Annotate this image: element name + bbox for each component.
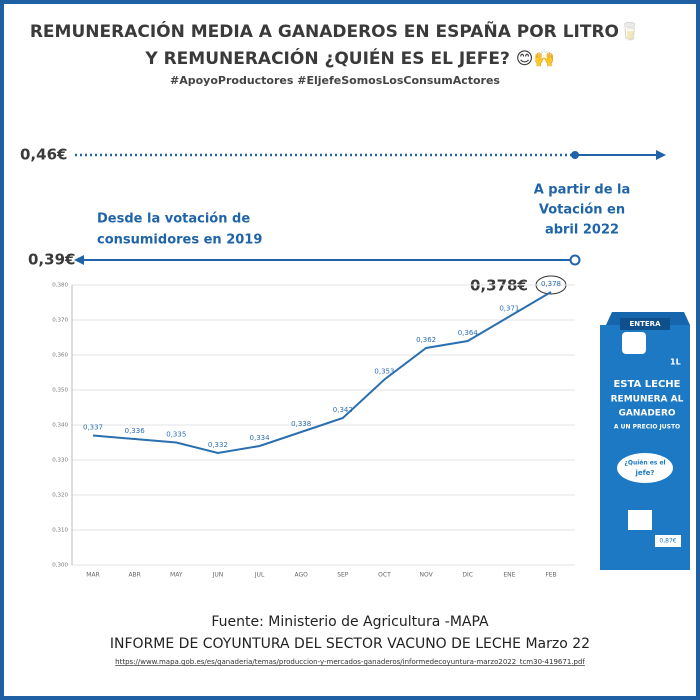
y-tick-label: 0,340	[52, 423, 68, 429]
carton-cap	[622, 332, 646, 354]
title: Y REMUNERACIÓN ¿QUIÉN ES EL JEFE? 😊🙌	[144, 47, 554, 69]
value-label: 0,371	[499, 305, 519, 313]
arrow-head	[656, 150, 666, 160]
annotation: Votación en	[539, 203, 625, 218]
x-tick-label: JUL	[254, 572, 265, 579]
value-label: 0,364	[458, 329, 479, 337]
carton-text: ENTERA	[629, 320, 661, 328]
url[interactable]: https://www.mapa.gob.es/es/ganaderia/tem…	[115, 658, 585, 666]
carton-text: jefe?	[634, 469, 654, 477]
carton-text: ¿Quién es el	[624, 460, 665, 467]
annotation: Desde la votación de	[97, 212, 250, 227]
value-label: 0,336	[125, 427, 146, 435]
value-label: 0,378	[541, 280, 561, 288]
x-tick-label: DIC	[462, 572, 473, 579]
x-tick-label: AGO	[294, 572, 308, 579]
value-label: 0,335	[166, 431, 186, 439]
value-label: 0,332	[208, 441, 228, 449]
label-box	[628, 510, 652, 530]
x-tick-label: MAR	[86, 572, 99, 579]
value-label: 0,338	[291, 420, 311, 428]
x-tick-label: FEB	[545, 572, 556, 579]
y-tick-label: 0,300	[52, 563, 68, 569]
carton-text: GANADERO	[618, 409, 675, 419]
arrow-head	[74, 255, 84, 265]
x-tick-label: SEP	[337, 572, 349, 579]
x-tick-label: ABR	[128, 572, 140, 579]
x-tick-label: ENE	[503, 572, 515, 579]
y-tick-label: 0,310	[52, 528, 68, 534]
annotation: A partir de la	[534, 183, 631, 198]
milk-carton: ENTERA 1L ESTA LECHE REMUNERA AL GANADER…	[600, 312, 690, 570]
y-tick-label: 0,350	[52, 388, 68, 394]
value-label: 0,337	[83, 424, 103, 432]
y-tick-label: 0,380	[52, 283, 68, 289]
speech-bubble	[617, 453, 673, 483]
title: REMUNERACIÓN MEDIA A GANADEROS EN ESPAÑA…	[30, 19, 640, 42]
plot: 0,300 0,310 0,320 0,330 0,340 0,350 0,360 0,370…	[52, 280, 575, 579]
value-label: 0,342	[333, 406, 353, 414]
y-tick-label: 0,330	[52, 458, 68, 464]
price-box	[655, 535, 681, 547]
annotation: consumidores en 2019	[97, 233, 262, 248]
y-tick-label: 0,360	[52, 353, 68, 359]
price-label: 0,46€	[20, 146, 67, 164]
value-label: 0,353	[374, 368, 394, 376]
hashtags: #ApoyoProductores #EljefeSomosLosConsumA…	[170, 74, 500, 87]
value-label: 0,334	[250, 434, 271, 442]
data-line	[92, 291, 552, 455]
x-tick-label: MAY	[170, 572, 183, 579]
x-tick-label: OCT	[378, 572, 391, 579]
x-tick-label: NOV	[419, 572, 433, 579]
dot	[569, 254, 581, 266]
y-tick-label: 0,370	[52, 318, 68, 324]
x-tick-label: JUN	[212, 572, 224, 579]
source: Fuente: Ministerio de Agricultura -MAPA	[211, 614, 489, 630]
carton-text: 1L	[670, 358, 681, 367]
price-label: 0,39€	[28, 251, 75, 269]
carton-band	[620, 318, 670, 330]
annotation: abril 2022	[545, 223, 619, 238]
value-label: 0,362	[416, 336, 436, 344]
y-tick-label: 0,320	[52, 493, 68, 499]
carton-text: A UN PRECIO JUSTO	[614, 424, 680, 431]
report: INFORME DE COYUNTURA DEL SECTOR VACUNO D…	[110, 636, 590, 652]
carton-text: 0,87€	[659, 538, 676, 545]
carton-text: REMUNERA AL	[611, 395, 684, 405]
carton-text: ESTA LECHE	[613, 379, 680, 390]
